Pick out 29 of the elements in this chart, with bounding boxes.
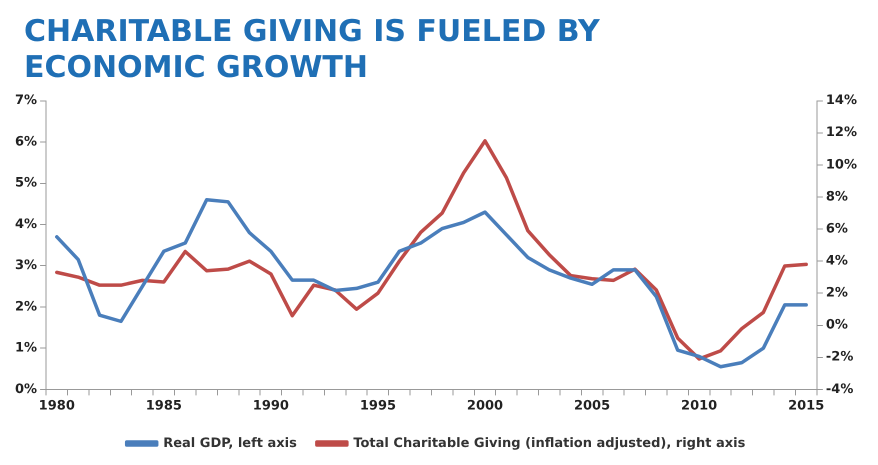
y-tick-label: 3%: [14, 258, 38, 274]
y2-tick-label: 14%: [826, 93, 858, 108]
x-tick-label: 1990: [252, 398, 289, 414]
y2-tick-label: -4%: [826, 382, 854, 397]
y2-tick-label: 6%: [826, 221, 848, 236]
x-tick-label: 2005: [574, 398, 610, 414]
y2-tick-label: 0%: [826, 318, 848, 333]
x-tick-label: 2010: [681, 398, 718, 414]
y-tick-label: 2%: [14, 299, 38, 314]
y2-tick-label: -2%: [826, 350, 854, 365]
y-tick-label: 7%: [14, 93, 38, 108]
x-tick-label: 1985: [146, 398, 182, 414]
y-tick-label: 6%: [14, 134, 38, 150]
y-tick-label: 0%: [14, 382, 38, 397]
y2-tick-label: 10%: [826, 157, 858, 172]
legend-label: Total Charitable Giving (inflation adjusted), right axis: [353, 436, 746, 451]
x-tick-label: 2015: [788, 398, 824, 414]
y-tick-label: 1%: [14, 340, 38, 356]
y-tick-label: 4%: [14, 216, 38, 232]
chart-title: CHARITABLE GIVING IS FUELED BY ECONOMIC GROWTH: [23, 13, 601, 87]
y-tick-label: 5%: [14, 176, 38, 191]
x-tick-label: 1980: [38, 398, 75, 414]
legend-label: Real GDP, left axis: [163, 436, 298, 451]
x-tick-label: 1995: [360, 398, 396, 414]
y2-tick-label: 2%: [826, 286, 848, 301]
y2-tick-label: 4%: [826, 254, 848, 269]
x-tick-label: 2000: [466, 398, 504, 414]
y2-tick-label: 8%: [826, 189, 848, 204]
y2-tick-label: 12%: [826, 125, 858, 140]
